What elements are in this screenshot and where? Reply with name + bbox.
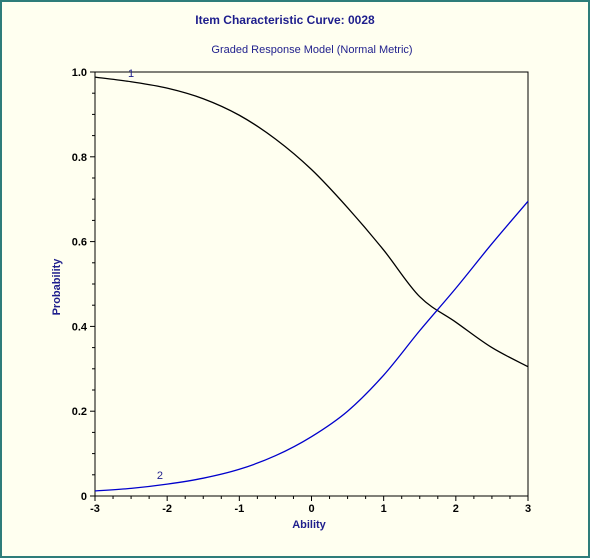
chart-subtitle: Graded Response Model (Normal Metric) xyxy=(211,44,412,56)
x-axis-ticks: -3 -2 -1 0 1 2 3 xyxy=(90,496,531,515)
x-tick-label: 0 xyxy=(308,503,314,515)
curves xyxy=(94,76,529,492)
y-axis-ticks: 0 0.2 0.4 0.6 0.8 1.0 xyxy=(72,67,95,503)
chart-title: Item Characteristic Curve: 0028 xyxy=(195,13,375,27)
y-tick-label: 0.4 xyxy=(72,321,88,333)
y-tick-label: 0.6 xyxy=(72,237,87,249)
curve-2-label: 2 xyxy=(157,470,163,482)
curve-2-line xyxy=(94,200,529,492)
y-tick-label: 0.2 xyxy=(72,406,87,418)
curve-1-label: 1 xyxy=(128,68,134,80)
x-tick-label: 1 xyxy=(381,503,387,515)
x-tick-label: 3 xyxy=(525,503,531,515)
y-axis-label: Probability xyxy=(51,258,63,316)
y-tick-label: 0 xyxy=(81,491,87,503)
y-tick-label: 1.0 xyxy=(72,67,87,79)
x-tick-label: 2 xyxy=(453,503,459,515)
curve-1-line xyxy=(94,76,529,368)
x-tick-label: -3 xyxy=(90,503,100,515)
curve-labels: 12 xyxy=(128,68,163,482)
plot-area xyxy=(94,71,529,497)
x-axis-label: Ability xyxy=(292,519,326,531)
x-tick-label: -1 xyxy=(234,503,244,515)
y-tick-label: 0.8 xyxy=(72,152,87,164)
x-tick-label: -2 xyxy=(162,503,172,515)
